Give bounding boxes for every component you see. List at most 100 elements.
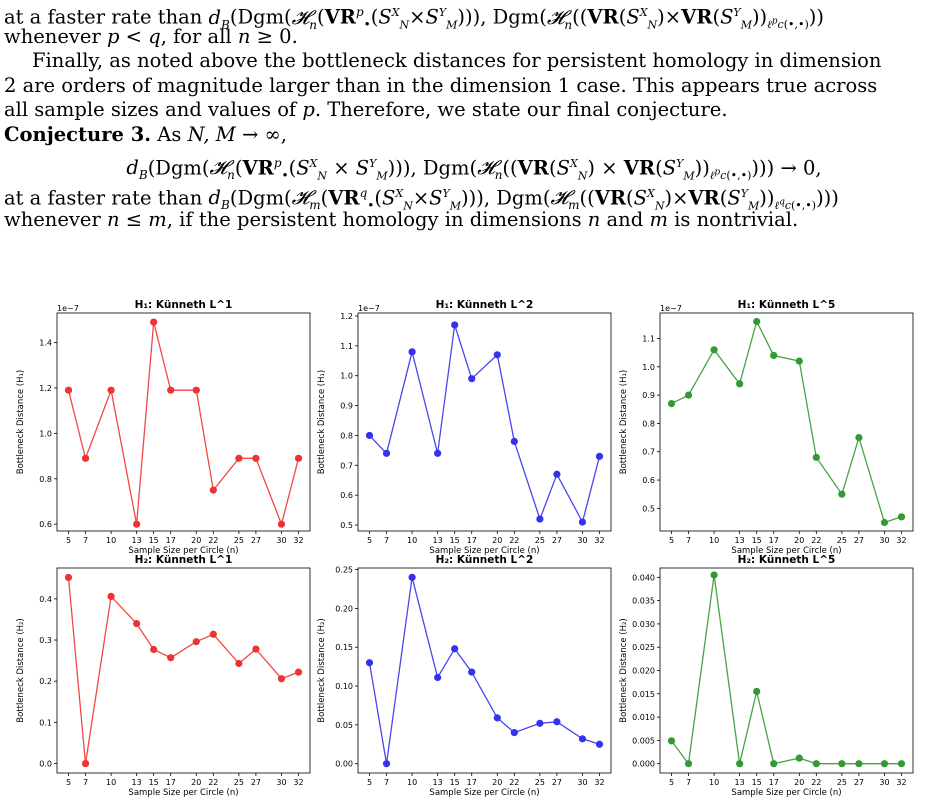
x-tick-label: 13 <box>735 778 745 787</box>
x-tick-label: 10 <box>709 778 719 787</box>
y-tick-label: 0.1 <box>39 718 52 727</box>
data-point <box>382 449 391 457</box>
data-point <box>434 673 442 682</box>
y-tick-label: 0.040 <box>632 573 655 582</box>
data-point <box>64 573 73 582</box>
data-point <box>408 573 416 581</box>
data-point <box>595 452 604 460</box>
data-point <box>553 470 561 478</box>
data-point <box>468 668 476 676</box>
data-point <box>451 321 459 329</box>
data-point <box>880 518 889 527</box>
x-tick-label: 7 <box>384 536 389 545</box>
plot-frame <box>659 312 914 532</box>
series-line <box>67 577 299 764</box>
x-tick-label: 7 <box>686 778 691 787</box>
y-tick-label: 0.7 <box>642 448 655 457</box>
y-tick-label: 0.000 <box>632 760 655 769</box>
chart-4: H₂: Künneth L^1 5 7 10 13 15 17 20 22 25 27 30 32 0.0… <box>16 554 311 798</box>
x-axis-label: Sample Size per Circle (n) <box>429 788 539 798</box>
x-tick-label: 20 <box>794 778 804 787</box>
y-tick-label: 0.6 <box>642 476 655 485</box>
data-point <box>192 386 200 394</box>
data-point <box>897 513 906 521</box>
data-point <box>81 454 90 462</box>
data-point <box>710 346 718 354</box>
figure-grid: H₁: Künneth L^1 1e−7 5 7 10 13 15 17 20 22 25 27 30 3… <box>16 300 914 798</box>
data-point <box>107 592 115 601</box>
x-tick-label: 22 <box>509 536 519 545</box>
x-tick-label: 15 <box>450 778 460 787</box>
y-tick-label: 1.0 <box>39 429 52 438</box>
data-point <box>235 659 243 668</box>
x-tick-label: 17 <box>769 778 779 787</box>
x-tick-label: 10 <box>106 536 116 545</box>
x-tick-label: 20 <box>794 536 804 545</box>
data-point <box>897 760 906 768</box>
axis-multiplier: 1e−7 <box>660 304 682 313</box>
data-point <box>536 719 544 727</box>
data-point <box>553 718 561 726</box>
data-point <box>838 760 846 768</box>
data-point <box>451 645 459 653</box>
text-line-5: all sample sizes and values of p. Theref… <box>4 98 728 122</box>
x-tick-label: 32 <box>594 536 604 545</box>
y-tick-label: 0.8 <box>340 431 353 440</box>
x-tick-label: 15 <box>450 536 460 545</box>
x-tick-label: 27 <box>854 778 864 787</box>
y-tick-label: 0.0 <box>39 760 52 769</box>
data-point <box>493 351 501 359</box>
x-tick-label: 5 <box>669 778 674 787</box>
y-tick-label: 0.8 <box>39 475 52 484</box>
x-tick-label: 30 <box>577 778 587 787</box>
data-point <box>667 399 676 408</box>
data-point <box>209 486 217 494</box>
data-point <box>252 645 260 653</box>
data-point <box>795 357 803 365</box>
data-point <box>812 760 820 768</box>
data-point <box>235 454 243 462</box>
y-tick-label: 0.20 <box>335 604 353 613</box>
y-tick-label: 0.2 <box>39 677 52 686</box>
y-tick-label: 1.2 <box>340 312 353 321</box>
x-tick-label: 17 <box>467 778 477 787</box>
x-tick-label: 27 <box>251 536 261 545</box>
data-point <box>880 760 889 768</box>
y-tick-label: 0.015 <box>632 690 655 699</box>
text-line-7: dB(Dgm(𝓗n(VRp•(SXN × SYM))), Dgm(𝓗n((VR(… <box>126 155 822 182</box>
data-point <box>736 760 744 768</box>
data-point <box>493 714 501 722</box>
y-tick-label: 0.7 <box>340 461 353 470</box>
y-tick-label: 0.030 <box>632 620 655 629</box>
chart-title: H₁: Künneth L^5 <box>738 300 836 311</box>
x-tick-label: 13 <box>433 778 443 787</box>
y-tick-label: 0.4 <box>39 595 52 604</box>
x-tick-label: 5 <box>66 778 71 787</box>
y-tick-label: 0.9 <box>340 402 353 411</box>
data-point <box>770 760 778 768</box>
x-tick-label: 22 <box>509 778 519 787</box>
plot-frame <box>56 567 311 774</box>
x-tick-label: 5 <box>66 536 71 545</box>
x-tick-label: 7 <box>686 536 691 545</box>
x-tick-label: 30 <box>577 536 587 545</box>
y-tick-label: 1.1 <box>340 342 353 351</box>
chart-3: H₁: Künneth L^5 1e−7 5 7 10 13 15 17 20 22 25 27 30 3… <box>619 300 914 556</box>
y-tick-label: 1.4 <box>39 339 52 348</box>
data-point <box>770 351 778 360</box>
data-point <box>167 386 175 394</box>
x-tick-label: 25 <box>837 536 847 545</box>
y-tick-label: 0.6 <box>39 520 52 529</box>
data-point <box>294 668 303 676</box>
chart-title: H₂: Künneth L^5 <box>738 554 836 566</box>
x-tick-label: 32 <box>293 778 303 787</box>
data-point <box>64 386 73 394</box>
x-tick-label: 22 <box>811 778 821 787</box>
series-line <box>369 324 601 524</box>
axis-multiplier: 1e−7 <box>358 304 380 313</box>
data-point <box>277 520 286 528</box>
text-line-8: at a faster rate than dB(Dgm(𝓗m(VRq•(SXN… <box>4 185 839 212</box>
x-tick-label: 20 <box>492 536 502 545</box>
text-line-2: whenever p < q, for all n ≥ 0. <box>4 24 298 48</box>
x-tick-label: 10 <box>709 536 719 545</box>
